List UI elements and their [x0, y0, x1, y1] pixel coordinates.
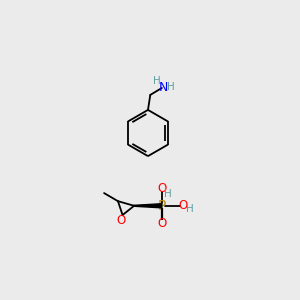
Text: O: O: [116, 214, 125, 226]
Text: P: P: [158, 199, 166, 213]
Text: H: H: [167, 82, 175, 92]
Polygon shape: [134, 204, 162, 208]
Text: H: H: [153, 76, 161, 86]
Text: H: H: [164, 189, 172, 199]
Text: O: O: [157, 182, 167, 195]
Text: N: N: [158, 82, 168, 94]
Text: O: O: [178, 199, 187, 212]
Text: H: H: [186, 204, 194, 214]
Text: O: O: [157, 217, 167, 230]
